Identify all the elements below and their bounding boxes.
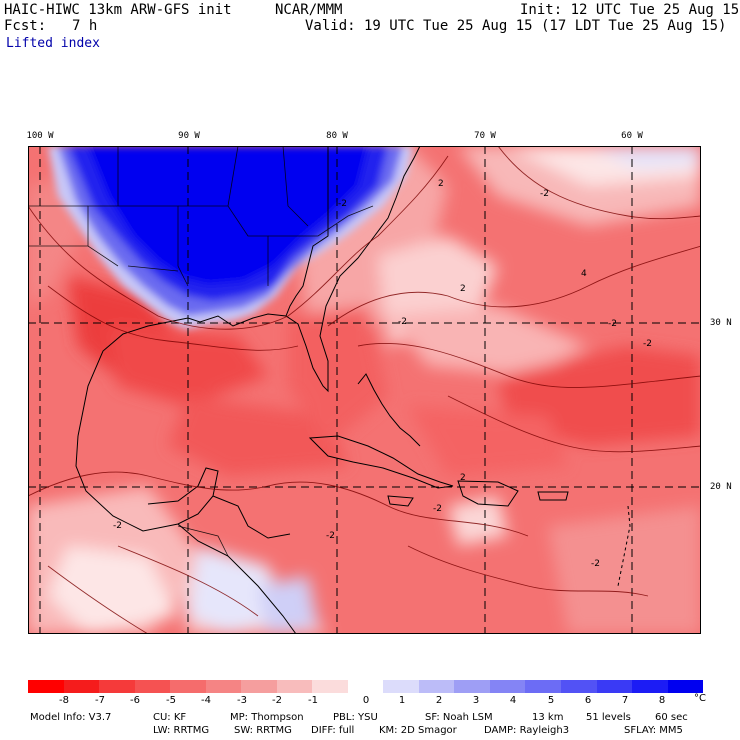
lon-label-100w: 100 W — [26, 131, 54, 141]
scale-tick: 5 — [547, 695, 555, 706]
contour-label: 2 — [438, 179, 444, 189]
contour-label: -2 — [643, 339, 652, 349]
lon-label-70w: 70 W — [474, 131, 496, 141]
color-scale-swatch — [525, 680, 561, 693]
color-scale-bar — [28, 680, 704, 693]
stable-zone — [48, 146, 413, 329]
field-name: Lifted index — [6, 36, 100, 51]
contour-label: -2 — [608, 319, 617, 329]
coastlines — [75, 146, 631, 634]
model-info-mp: MP: Thompson — [230, 712, 304, 723]
lon-label-80w: 80 W — [326, 131, 348, 141]
contour-label: 4 — [581, 269, 587, 279]
scale-unit: °C — [694, 693, 706, 704]
model-info-levels: 51 levels — [586, 712, 631, 723]
color-scale-swatch — [134, 680, 171, 693]
color-scale-swatch — [560, 680, 597, 693]
contour-label: -2 — [540, 189, 549, 199]
lat-label-20n: 20 N — [710, 482, 732, 492]
model-info-sf: SF: Noah LSM — [425, 712, 493, 723]
lon-label-90w: 90 W — [178, 131, 200, 141]
color-scale-swatch — [241, 680, 277, 693]
color-scale-swatch — [454, 680, 490, 693]
lat-lon-grid — [28, 146, 701, 634]
model-info-km: KM: 2D Smagor — [379, 725, 457, 736]
scale-tick: -4 — [201, 695, 211, 706]
org-label: NCAR/MMM — [275, 2, 343, 18]
color-scale-swatch — [347, 680, 384, 693]
color-scale-swatch — [667, 680, 704, 693]
scale-tick: 0 — [362, 695, 370, 706]
contours — [28, 146, 701, 634]
model-info-cu: CU: KF — [153, 712, 187, 723]
init-time: Init: 12 UTC Tue 25 Aug 15 — [520, 2, 740, 18]
scale-tick: 8 — [658, 695, 666, 706]
scale-tick: 6 — [584, 695, 592, 706]
color-scale-swatch — [276, 680, 313, 693]
contour-label: -2 — [591, 559, 600, 569]
contour-label: -2 — [433, 504, 442, 514]
contour-label: -2 — [113, 521, 122, 531]
contour-label: -2 — [338, 199, 347, 209]
forecast-label: Fcst: — [4, 18, 47, 34]
scale-tick: 1 — [398, 695, 406, 706]
color-scale-swatch — [312, 680, 348, 693]
map-frame — [28, 146, 701, 634]
state-borders — [28, 146, 374, 557]
color-scale-swatch — [489, 680, 526, 693]
scale-tick: -8 — [59, 695, 69, 706]
contour-labels: 2 -2 2 4 -2 -2 -2 -2 -2 2 -2 -2 -2 — [113, 179, 652, 569]
color-scale-swatch — [99, 680, 135, 693]
model-info-sflay: SFLAY: MM5 — [624, 725, 683, 736]
scale-tick: -2 — [272, 695, 282, 706]
forecast-hour: 7 h — [72, 18, 98, 34]
lifted-index-map: 2 -2 2 4 -2 -2 -2 -2 -2 2 -2 -2 -2 — [28, 146, 701, 634]
model-info-resolution: 13 km — [532, 712, 564, 723]
scale-tick: 4 — [509, 695, 517, 706]
scale-tick: -7 — [95, 695, 105, 706]
color-scale-swatch — [63, 680, 100, 693]
color-scale-swatch — [170, 680, 206, 693]
valid-time: Valid: 19 UTC Tue 25 Aug 15 (17 LDT Tue … — [305, 18, 727, 34]
color-scale-swatch — [28, 680, 64, 693]
scale-tick: -3 — [237, 695, 247, 706]
scale-tick: -5 — [166, 695, 176, 706]
lon-label-60w: 60 W — [621, 131, 643, 141]
color-scale-swatch — [632, 680, 668, 693]
scale-tick: 7 — [621, 695, 629, 706]
scale-tick: 2 — [435, 695, 443, 706]
model-title: HAIC-HIWC 13km ARW-GFS init — [4, 2, 232, 18]
color-scale-swatch — [383, 680, 419, 693]
model-info-sw: SW: RRTMG — [234, 725, 292, 736]
contour-label: 2 — [460, 473, 466, 483]
color-scale-swatch — [205, 680, 242, 693]
contour-label: -2 — [398, 317, 407, 327]
color-scale-swatch — [596, 680, 633, 693]
scale-tick: 3 — [472, 695, 480, 706]
model-info-lw: LW: RRTMG — [153, 725, 210, 736]
scale-tick: -1 — [308, 695, 318, 706]
model-info-version: Model Info: V3.7 — [30, 712, 112, 723]
contour-label: -2 — [326, 531, 335, 541]
contour-label: 2 — [460, 284, 466, 294]
model-info-damp: DAMP: Rayleigh3 — [484, 725, 570, 736]
lat-label-30n: 30 N — [710, 318, 732, 328]
scale-tick: -6 — [130, 695, 140, 706]
color-scale-swatch — [418, 680, 455, 693]
model-info-diff: DIFF: full — [311, 725, 355, 736]
model-info-timestep: 60 sec — [655, 712, 688, 723]
model-info-pbl: PBL: YSU — [333, 712, 378, 723]
